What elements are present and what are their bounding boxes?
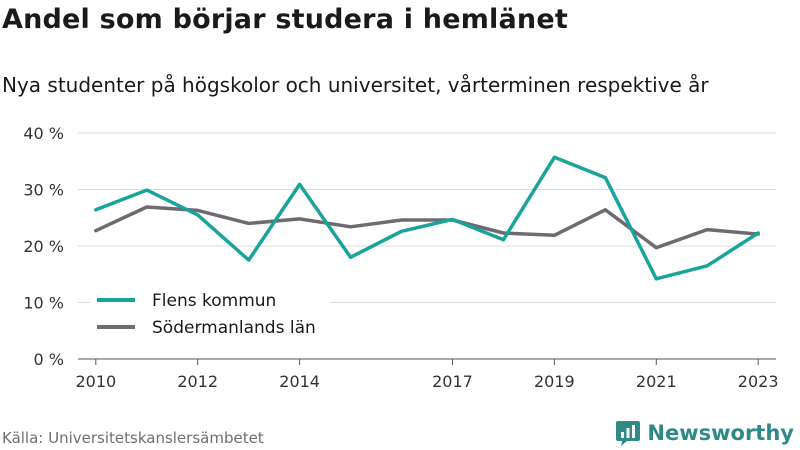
- brand-name: Newsworthy: [647, 421, 794, 445]
- newsworthy-chart-logo-icon: [616, 421, 641, 446]
- y-axis-labels: 0 % 10 % 20 % 30 % 40 %: [23, 124, 64, 369]
- legend-label: Flens kommun: [152, 291, 276, 311]
- x-tick-label: 2023: [738, 372, 779, 391]
- y-tick-label: 30 %: [23, 181, 64, 200]
- x-tick-label: 2014: [279, 372, 320, 391]
- chart-title: Andel som börjar studera i hemlänet: [2, 4, 568, 35]
- legend-label: Södermanlands län: [152, 318, 316, 338]
- y-tick-label: 10 %: [23, 294, 64, 313]
- legend: Flens kommun Södermanlands län: [90, 283, 330, 345]
- chart-subtitle: Nya studenter på högskolor och universit…: [2, 73, 709, 97]
- line-chart: 0 % 10 % 20 % 30 % 40 % 2010 2012 2014 2017 2019…: [23, 124, 778, 391]
- source-note: Källa: Universitetskanslersämbetet: [2, 429, 264, 447]
- legend-background: [90, 283, 330, 345]
- x-tick-label: 2021: [636, 372, 677, 391]
- x-tick-label: 2012: [177, 372, 218, 391]
- series-line: [94, 205, 760, 250]
- x-tick-label: 2019: [534, 372, 575, 391]
- y-tick-label: 20 %: [23, 237, 64, 256]
- series-line: [94, 155, 760, 281]
- grid-lines: [78, 132, 776, 303]
- x-axis-labels: 2010 2012 2014 2017 2019 2021 2023: [75, 372, 778, 391]
- brand-logo: Newsworthy: [615, 418, 794, 448]
- x-tick-label: 2010: [75, 372, 116, 391]
- x-axis: [78, 358, 776, 365]
- series-lines: [94, 155, 760, 281]
- y-tick-label: 40 %: [23, 124, 64, 143]
- y-tick-label: 0 %: [34, 350, 64, 369]
- x-tick-label: 2017: [432, 372, 473, 391]
